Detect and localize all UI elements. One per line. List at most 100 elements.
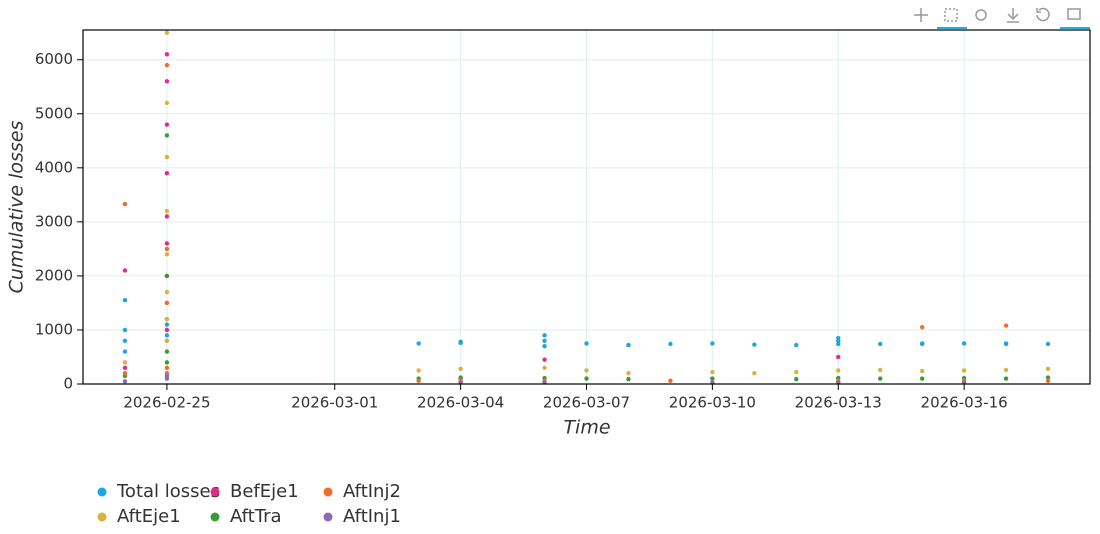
data-point [878, 376, 883, 381]
data-point [164, 246, 170, 252]
data-point [1045, 341, 1051, 347]
pan-tool[interactable] [914, 8, 928, 22]
data-point [919, 325, 925, 330]
legend-label: AftTra [230, 506, 282, 527]
legend-swatch [210, 487, 220, 497]
data-point [164, 79, 170, 84]
data-point [164, 214, 170, 219]
data-point [164, 365, 170, 370]
data-point [626, 342, 631, 348]
data-point [164, 62, 170, 68]
x-tick-label: 2026-03-13 [795, 394, 882, 412]
data-point [710, 376, 715, 381]
data-point [668, 341, 673, 347]
data-point [542, 333, 547, 338]
legend-swatch [323, 487, 333, 497]
data-point [164, 316, 170, 322]
data-point [458, 375, 463, 380]
legend-label: AftInj1 [343, 506, 401, 527]
data-point [164, 273, 170, 279]
data-point [919, 376, 925, 381]
data-point [878, 367, 883, 373]
y-tick-label: 3000 [35, 212, 73, 230]
data-point [1003, 341, 1009, 347]
data-point [164, 338, 170, 343]
data-point [752, 342, 757, 347]
data-point [919, 341, 925, 347]
data-point [416, 341, 421, 346]
legend-swatch [210, 512, 220, 522]
data-point [584, 376, 589, 381]
data-point [164, 154, 170, 160]
data-point [164, 122, 170, 127]
data-point [164, 241, 170, 246]
data-point [836, 354, 841, 360]
y-tick-label: 6000 [35, 50, 73, 68]
y-tick-label: 4000 [35, 158, 73, 176]
toolbar [914, 7, 1090, 29]
wheel-zoom-tool[interactable] [975, 9, 987, 21]
data-point [1003, 367, 1009, 373]
data-point [542, 343, 547, 349]
data-point [1045, 378, 1051, 383]
data-point [164, 171, 170, 176]
x-tick-label: 2026-03-07 [543, 394, 630, 412]
data-point [122, 349, 128, 354]
data-point [919, 368, 925, 374]
x-tick-label: 2026-03-01 [291, 394, 378, 412]
data-point [1003, 323, 1009, 328]
data-point [1045, 366, 1051, 372]
data-point [961, 341, 967, 346]
save-tool[interactable] [1007, 8, 1019, 23]
legend-label: Total losses [116, 481, 220, 502]
data-point [164, 208, 170, 214]
x-tick-label: 2026-02-25 [123, 394, 210, 412]
data-point [961, 368, 967, 373]
data-point [164, 376, 170, 381]
y-tick-label: 0 [63, 375, 73, 393]
y-tick-label: 1000 [35, 320, 73, 338]
data-point [122, 268, 128, 273]
data-point [542, 338, 547, 343]
y-tick-label: 5000 [35, 104, 73, 122]
data-point [794, 369, 799, 375]
data-point [752, 370, 757, 376]
data-point [122, 201, 128, 207]
legend-label: BefEje1 [230, 481, 299, 502]
data-point [626, 376, 631, 382]
data-point [668, 378, 673, 383]
x-tick-label: 2026-03-10 [669, 394, 756, 412]
data-point [1045, 375, 1051, 380]
data-point [122, 360, 128, 365]
data-point [164, 30, 170, 35]
legend-swatch [97, 512, 107, 522]
data-point [122, 365, 128, 370]
data-point [458, 340, 463, 346]
data-point [164, 300, 170, 306]
reset-tool[interactable] [1036, 7, 1050, 22]
data-point [122, 327, 128, 333]
data-point [836, 335, 841, 341]
data-point [122, 298, 128, 303]
y-tick-label: 2000 [35, 266, 73, 284]
hover-tool[interactable] [1067, 8, 1081, 20]
data-point [164, 252, 170, 257]
data-point [122, 370, 128, 376]
data-point [416, 378, 421, 383]
data-point [164, 327, 170, 333]
data-point [122, 338, 128, 343]
data-point [164, 360, 170, 365]
box-zoom-tool[interactable] [944, 8, 958, 22]
data-point [878, 341, 883, 347]
data-point [794, 376, 799, 382]
data-point [458, 366, 463, 372]
data-point [794, 342, 799, 348]
x-tick-label: 2026-03-04 [417, 394, 504, 412]
y-axis-label: Cumulative losses [6, 121, 28, 294]
data-point [164, 52, 170, 57]
data-point [836, 341, 841, 347]
legend-swatch [97, 487, 107, 497]
data-point [1003, 376, 1009, 381]
x-tick-label: 2026-03-16 [921, 394, 1008, 412]
